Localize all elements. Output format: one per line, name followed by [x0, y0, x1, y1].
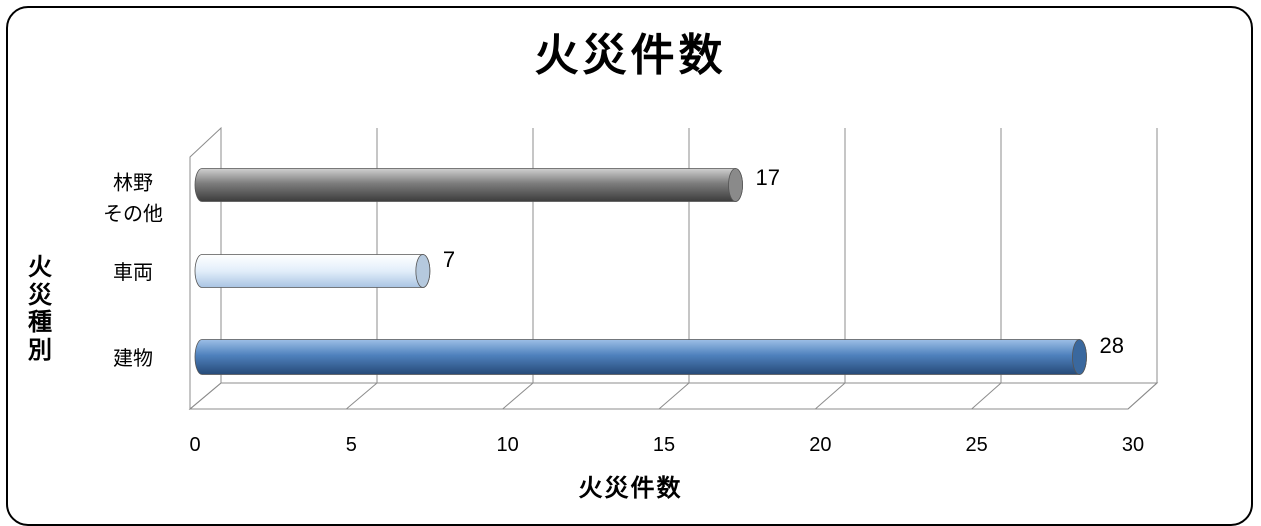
chart-title: 火災件数	[534, 30, 727, 81]
chart-side-wall	[189, 126, 222, 411]
category-label: 車両	[113, 260, 153, 284]
gridline-floor	[971, 382, 1002, 410]
data-label: 28	[1099, 333, 1123, 358]
bar-body	[194, 254, 431, 288]
x-tick-label: 30	[1122, 434, 1144, 456]
bar-end-cap	[1072, 339, 1087, 375]
x-tick-label: 25	[966, 434, 988, 456]
bar-body	[194, 168, 743, 202]
bar-end-cap	[728, 168, 743, 202]
x-tick-label: 0	[189, 434, 200, 456]
x-tick-label: 15	[653, 434, 675, 456]
x-tick-label: 10	[497, 434, 519, 456]
category-label: 林野	[113, 171, 153, 195]
bar	[194, 168, 743, 202]
data-label: 7	[443, 247, 455, 272]
y-axis-label-char: 災	[28, 280, 52, 309]
gridline-floor	[658, 382, 690, 410]
x-axis-label: 火災件数	[578, 474, 683, 502]
gridline-floor	[815, 382, 846, 410]
y-axis-label-char: 火	[28, 253, 52, 281]
category-label: 建物	[113, 346, 153, 370]
x-tick-label: 5	[346, 434, 357, 456]
y-axis-label-char: 種	[28, 308, 52, 337]
x-tick-label: 20	[809, 434, 831, 456]
bar	[194, 254, 431, 288]
bar-end-cap	[415, 254, 431, 288]
gridline-floor	[502, 382, 534, 410]
bar-body	[194, 339, 1087, 375]
y-axis-label-char: 別	[28, 335, 52, 364]
bar	[194, 339, 1087, 375]
data-label: 17	[756, 165, 780, 190]
gridline-floor	[1127, 382, 1158, 410]
category-label: その他	[103, 202, 163, 226]
y-axis-label: 火災種別	[22, 253, 58, 364]
gridline-floor	[346, 382, 378, 410]
